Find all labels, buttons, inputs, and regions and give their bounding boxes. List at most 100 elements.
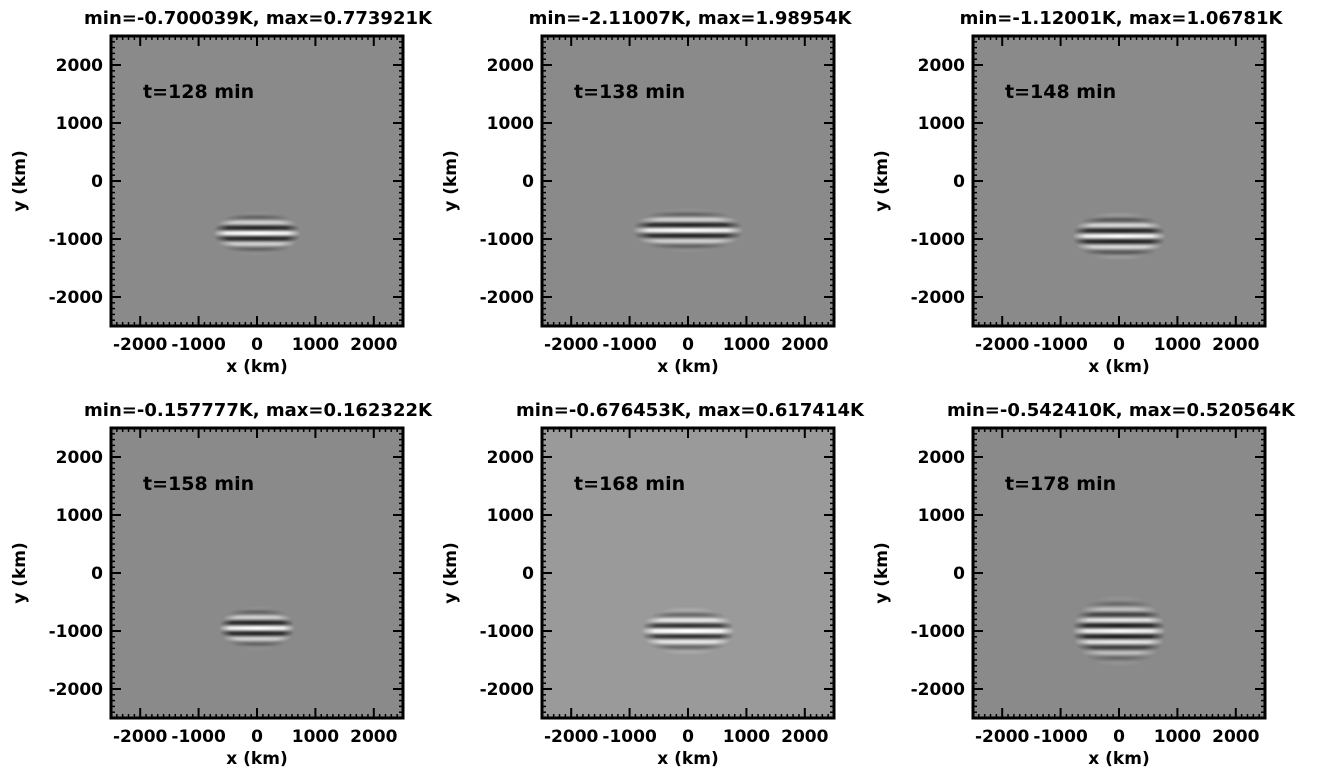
y-tick-label: -1000 [49,622,104,642]
x-tick-label: -2000 [975,335,1030,355]
y-tick-label: 0 [522,564,534,584]
x-tick-label: 0 [251,727,263,747]
time-annotation: t=178 min [1005,473,1116,495]
x-axis-label: x (km) [1088,357,1149,377]
y-tick-label: -1000 [911,622,966,642]
x-axis-label: x (km) [1088,749,1149,769]
panel-4: -2000 -1000 0 1000 2000-2000-1000010002000mi… [10,400,433,769]
x-tick-label: -2000 [113,335,168,355]
y-tick-label: 2000 [487,448,534,468]
x-tick-label: 1000 [292,727,339,747]
y-axis-label: y (km) [872,150,892,212]
time-annotation: t=158 min [143,473,254,495]
y-tick-label: 2000 [56,56,103,76]
x-tick-label: 1000 [723,727,770,747]
y-tick-label: -2000 [49,288,104,308]
y-tick-label: 1000 [56,506,103,526]
x-tick-label: 2000 [781,727,828,747]
time-annotation: t=138 min [574,81,685,103]
x-tick-label: -2000 [975,727,1030,747]
y-tick-label: 2000 [918,56,965,76]
panel-title: min=-0.676453K, max=0.617414K [516,400,865,421]
y-tick-label: -1000 [480,230,535,250]
x-tick-label: 1000 [723,335,770,355]
panel-title: min=-1.12001K, max=1.06781K [960,8,1284,29]
x-tick-label: 0 [682,335,694,355]
panel-3: -2000 -1000 0 1000 2000-2000-1000010002000mi… [872,8,1283,377]
y-tick-label: 1000 [56,114,103,134]
y-axis-label: y (km) [10,150,30,212]
y-tick-label: 0 [522,172,534,192]
wave-pattern [632,207,744,254]
y-tick-label: -2000 [49,680,104,700]
minor-ticks [541,427,835,719]
wave-pattern [213,210,301,257]
panel-1: -2000 -1000 0 1000 2000-2000-1000010002000mi… [10,8,433,377]
panel-background [542,428,834,718]
panel-background [111,36,403,326]
y-tick-label: 0 [953,172,965,192]
panel-background [542,36,834,326]
y-tick-label: -1000 [480,622,535,642]
x-tick-label: 2000 [1212,335,1259,355]
x-tick-label: 0 [1113,335,1125,355]
x-axis-label: x (km) [226,749,287,769]
x-tick-label: 2000 [781,335,828,355]
y-tick-label: 1000 [918,506,965,526]
panel-6: -2000 -1000 0 1000 2000-2000-1000010002000mi… [872,400,1296,769]
x-tick-label: -1000 [171,727,226,747]
x-tick-label: 2000 [350,335,397,355]
panel-title: min=-0.700039K, max=0.773921K [84,8,433,29]
y-tick-label: -2000 [480,288,535,308]
y-axis-label: y (km) [441,150,461,212]
y-tick-label: -2000 [480,680,535,700]
y-axis-label: y (km) [10,542,30,604]
x-axis-label: x (km) [657,749,718,769]
y-tick-label: 2000 [56,448,103,468]
panel-title: min=-2.11007K, max=1.98954K [529,8,853,29]
x-axis-label: x (km) [226,357,287,377]
minor-ticks [972,427,1266,719]
x-tick-label: -2000 [544,727,599,747]
wave-pattern [219,604,295,652]
y-axis-label: y (km) [441,542,461,604]
x-tick-label: -1000 [1033,727,1088,747]
y-tick-label: 1000 [487,114,534,134]
y-tick-label: 1000 [487,506,534,526]
x-tick-label: 1000 [1154,727,1201,747]
y-tick-label: 0 [91,172,103,192]
wave-pattern [1072,593,1166,669]
x-tick-label: -2000 [544,335,599,355]
x-axis-label: x (km) [657,357,718,377]
panel-5: -2000 -1000 0 1000 2000-2000-1000010002000mi… [441,400,865,769]
x-tick-label: -2000 [113,727,168,747]
x-tick-label: 2000 [350,727,397,747]
x-tick-label: -1000 [171,335,226,355]
time-annotation: t=128 min [143,81,254,103]
x-tick-label: 0 [1113,727,1125,747]
y-tick-label: -1000 [49,230,104,250]
time-annotation: t=168 min [574,473,685,495]
y-tick-label: 0 [91,564,103,584]
y-axis-label: y (km) [872,542,892,604]
wave-pattern [1072,210,1166,263]
time-annotation: t=148 min [1005,81,1116,103]
x-tick-label: -1000 [602,727,657,747]
panel-background [111,428,403,718]
y-tick-label: 2000 [918,448,965,468]
y-tick-label: 2000 [487,56,534,76]
x-tick-label: 1000 [1154,335,1201,355]
wave-pattern [641,604,735,658]
x-tick-label: -1000 [602,335,657,355]
y-tick-label: -2000 [911,288,966,308]
panel-2: -2000 -1000 0 1000 2000-2000-1000010002000mi… [441,8,852,377]
x-tick-label: 1000 [292,335,339,355]
y-tick-label: 1000 [918,114,965,134]
x-tick-label: -1000 [1033,335,1088,355]
y-tick-label: -2000 [911,680,966,700]
x-tick-label: 2000 [1212,727,1259,747]
panel-title: min=-0.157777K, max=0.162322K [84,400,433,421]
x-tick-label: 0 [682,727,694,747]
panel-background [973,428,1265,718]
panel-background [973,36,1265,326]
